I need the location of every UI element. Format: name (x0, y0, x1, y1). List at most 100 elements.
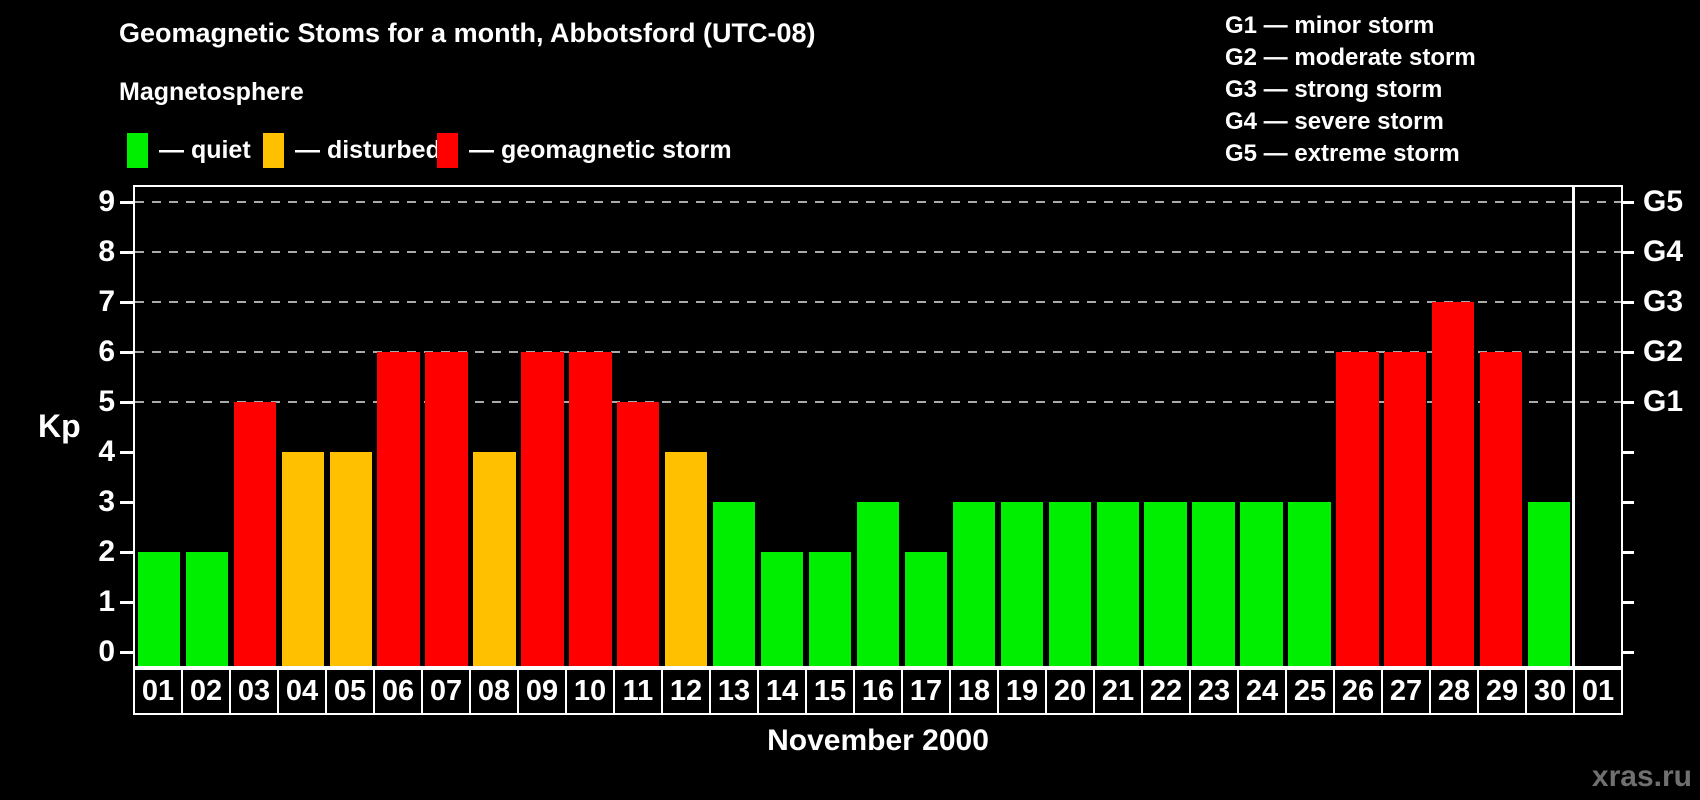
right-tick-kp6 (1621, 350, 1634, 354)
y-tick-label-8: 8 (98, 235, 115, 268)
legend-item-disturbed: — disturbed (263, 132, 441, 168)
g-scale-line-g4: G4 — severe storm (1225, 108, 1444, 135)
x-axis-title: November 2000 (767, 724, 989, 757)
day-cell-28: 28 (1431, 670, 1477, 713)
day-cell-07: 07 (423, 670, 469, 713)
day-cell-08: 08 (471, 670, 517, 713)
bar-day-21-kp3 (1096, 502, 1139, 666)
legend-item-quiet: — quiet (127, 132, 251, 168)
gridline-kp5 (135, 401, 1621, 403)
bar-day-02-kp2 (185, 552, 229, 666)
legend-label-disturbed: — disturbed (295, 135, 441, 164)
bar-day-14-kp2 (760, 552, 804, 666)
left-tick-kp4 (120, 450, 133, 454)
bar-day-15-kp2 (808, 552, 852, 666)
y-axis-title: Kp (38, 408, 81, 444)
quiet-swatch-icon (127, 132, 148, 168)
day-cell-12: 12 (663, 670, 709, 713)
y-tick-label-0: 0 (98, 635, 115, 668)
bar-day-13-kp3 (713, 502, 756, 666)
bar-day-18-kp3 (952, 502, 996, 666)
gridline-kp7 (135, 301, 1621, 303)
bar-day-28-kp7 (1432, 302, 1475, 666)
bar-day-23-kp3 (1192, 502, 1235, 666)
bar-day-11-kp5 (617, 402, 660, 666)
bar-day-17-kp2 (904, 552, 948, 666)
legend-item-storm: — geomagnetic storm (437, 132, 732, 168)
day-cell-22: 22 (1143, 670, 1189, 713)
right-tick-kp8 (1621, 250, 1634, 254)
bar-day-29-kp6 (1479, 352, 1523, 666)
bar-day-30-kp3 (1527, 502, 1571, 666)
y-tick-label-2: 2 (98, 535, 115, 568)
plot-area (133, 185, 1623, 668)
gridline-kp9 (135, 201, 1621, 203)
right-axis-label-g4: G4 (1643, 235, 1684, 268)
day-cell-30: 30 (1527, 670, 1573, 713)
day-cell-25: 25 (1287, 670, 1333, 713)
gridline-kp6 (135, 351, 1621, 353)
left-tick-kp7 (120, 300, 133, 304)
day-cell-11: 11 (615, 670, 661, 713)
right-tick-kp3 (1621, 500, 1634, 504)
bar-day-05-kp4 (329, 452, 372, 666)
bar-day-24-kp3 (1240, 502, 1283, 666)
bar-day-20-kp3 (1048, 502, 1091, 666)
next-month-separator-line (1571, 187, 1575, 666)
g-scale-legend: G1 — minor storm G2 — moderate storm G3 … (1225, 10, 1476, 170)
disturbed-swatch-icon (263, 132, 284, 168)
day-cell-18: 18 (951, 670, 997, 713)
day-cell-16: 16 (855, 670, 901, 713)
right-tick-kp9 (1621, 200, 1634, 204)
y-tick-label-3: 3 (98, 485, 115, 518)
day-cell-10: 10 (567, 670, 613, 713)
left-tick-kp3 (120, 500, 133, 504)
left-tick-kp8 (120, 250, 133, 254)
right-tick-kp0 (1621, 650, 1634, 654)
bar-day-27-kp6 (1384, 352, 1427, 666)
bar-day-22-kp3 (1144, 502, 1187, 666)
legend-label-storm: — geomagnetic storm (469, 135, 732, 164)
right-tick-kp1 (1621, 600, 1634, 604)
right-tick-kp2 (1621, 550, 1634, 554)
storm-swatch-icon (437, 132, 458, 168)
bar-day-16-kp3 (856, 502, 900, 666)
g-scale-line-g1: G1 — minor storm (1225, 12, 1435, 39)
bar-day-26-kp6 (1336, 352, 1379, 666)
right-axis-label-g3: G3 (1643, 285, 1684, 318)
left-tick-kp6 (120, 350, 133, 354)
y-tick-label-7: 7 (98, 285, 115, 318)
day-cell-24: 24 (1239, 670, 1285, 713)
bar-day-07-kp6 (425, 352, 468, 666)
day-cell-26: 26 (1335, 670, 1381, 713)
magnetosphere-label: Magnetosphere (119, 78, 304, 106)
bar-day-04-kp4 (281, 452, 324, 666)
left-tick-kp2 (120, 550, 133, 554)
y-tick-label-4: 4 (98, 435, 115, 468)
day-cell-09: 09 (519, 670, 565, 713)
right-tick-kp5 (1621, 400, 1634, 404)
bar-day-03-kp5 (233, 402, 276, 666)
g-scale-line-g5: G5 — extreme storm (1225, 140, 1460, 167)
page-title: Geomagnetic Stoms for a month, Abbotsfor… (119, 18, 816, 48)
day-cell-15: 15 (807, 670, 853, 713)
g-scale-line-g3: G3 — strong storm (1225, 76, 1443, 103)
y-tick-label-5: 5 (98, 385, 115, 418)
day-cell-01: 01 (135, 670, 181, 713)
day-cell-03: 03 (231, 670, 277, 713)
left-tick-kp1 (120, 600, 133, 604)
right-tick-kp4 (1621, 450, 1634, 454)
right-tick-kp7 (1621, 300, 1634, 304)
right-axis-label-g1: G1 (1643, 385, 1684, 418)
watermark: xras.ru (1591, 760, 1692, 793)
g-scale-line-g2: G2 — moderate storm (1225, 44, 1476, 71)
day-cell-14: 14 (759, 670, 805, 713)
day-cell-29: 29 (1479, 670, 1525, 713)
bar-day-09-kp6 (521, 352, 564, 666)
legend-label-quiet: — quiet (159, 135, 251, 164)
day-cell-04: 04 (279, 670, 325, 713)
day-cell-21: 21 (1095, 670, 1141, 713)
bar-day-10-kp6 (569, 352, 612, 666)
right-axis-label-g5: G5 (1643, 185, 1684, 218)
